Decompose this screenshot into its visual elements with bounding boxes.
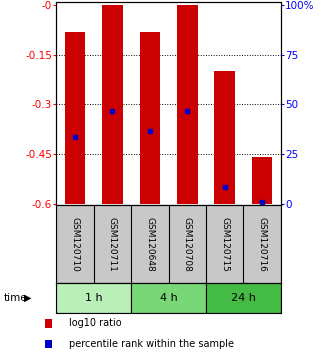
Bar (45, 340, 52, 348)
Text: GSM120708: GSM120708 (183, 217, 192, 272)
Bar (140, 32, 160, 204)
Text: time: time (3, 293, 27, 303)
Bar (65, 32, 85, 204)
Bar (214, 71, 235, 204)
Text: log10 ratio: log10 ratio (69, 319, 122, 329)
Bar (177, 5, 197, 204)
Title: GDS3433 / 42268: GDS3433 / 42268 (107, 0, 230, 1)
Bar (102, 5, 123, 204)
Text: 24 h: 24 h (231, 293, 256, 303)
Text: 1 h: 1 h (85, 293, 102, 303)
Bar (252, 157, 273, 204)
Bar (45, 319, 52, 327)
Text: GSM120711: GSM120711 (108, 217, 117, 272)
Bar (131, 283, 206, 313)
Text: 4 h: 4 h (160, 293, 178, 303)
Text: GSM120710: GSM120710 (70, 217, 79, 272)
Text: ▶: ▶ (23, 293, 31, 303)
Text: percentile rank within the sample: percentile rank within the sample (69, 339, 234, 349)
Bar (206, 283, 281, 313)
Bar (56, 283, 131, 313)
Text: GSM120648: GSM120648 (145, 217, 154, 272)
Text: GSM120716: GSM120716 (258, 217, 267, 272)
Text: GSM120715: GSM120715 (220, 217, 229, 272)
